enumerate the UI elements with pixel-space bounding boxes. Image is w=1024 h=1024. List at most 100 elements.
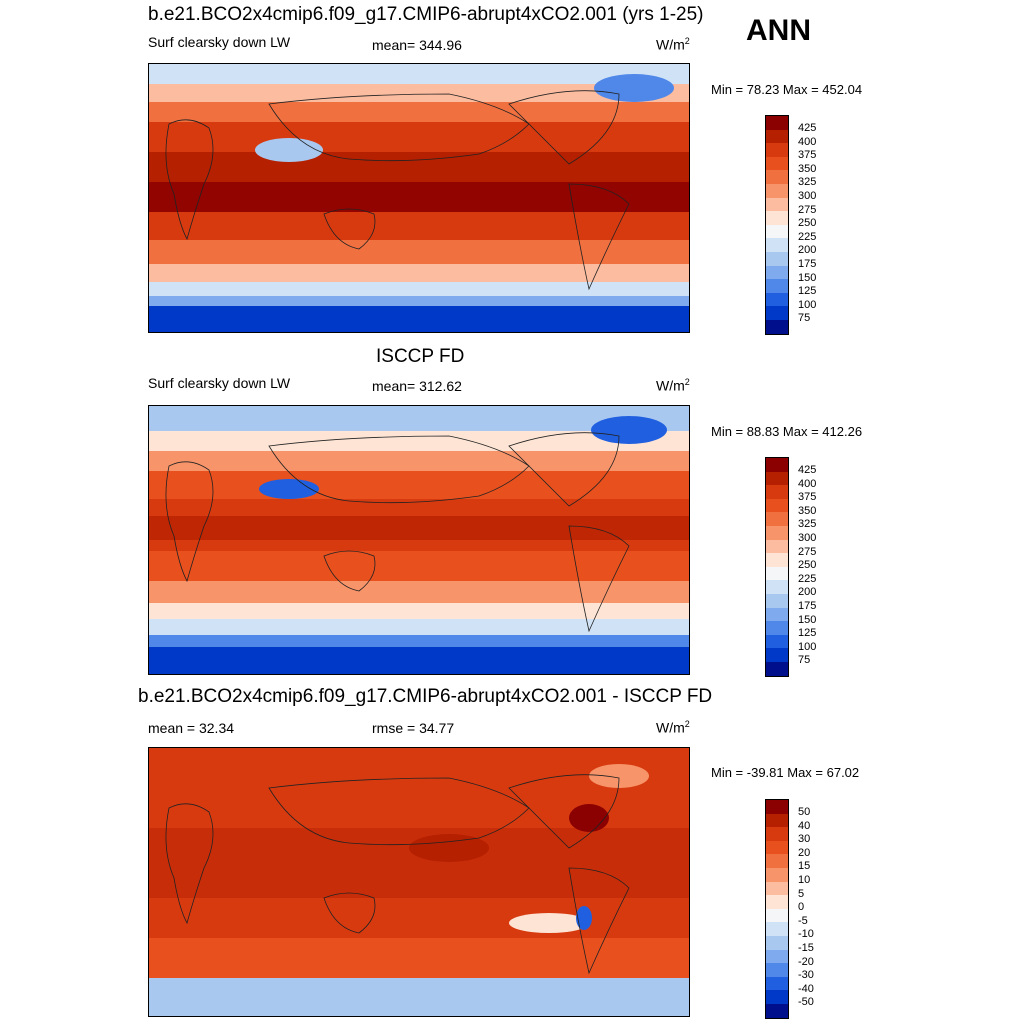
colorbar-swatch [766,908,788,923]
colorbar-tick-label: 150 [798,613,817,626]
colorbar-tick-label: 20 [798,846,811,859]
colorbar-swatch [766,854,788,868]
colorbar-tick-label: 400 [798,477,817,490]
colorbar-swatch [766,498,788,513]
colorbar-swatch [766,224,788,239]
panel3-unit: W/m2 [656,719,690,736]
colorbar-tick-label: 275 [798,203,817,216]
colorbar-swatch [766,990,788,1004]
panel1-mean: mean= 344.96 [372,37,462,53]
panel3-minmax: Min = -39.81 Max = 67.02 [711,765,860,780]
colorbar-swatch [766,539,788,554]
colorbar-tick-label: -15 [798,941,814,954]
colorbar-swatch [766,211,788,225]
colorbar-tick-label: 30 [798,833,811,846]
colorbar-tick-label: 350 [798,504,817,517]
colorbar-swatch [766,238,788,252]
colorbar-swatch [766,895,788,909]
panel2-colorbar [765,457,789,677]
colorbar-tick-label: 200 [798,586,817,599]
colorbar-tick-label: 300 [798,189,817,202]
colorbar-tick-label: 150 [798,271,817,284]
colorbar-tick-label: 10 [798,873,811,886]
colorbar-tick-label: 425 [798,464,817,476]
colorbar-swatch [766,949,788,964]
panel1-minmax: Min = 78.23 Max = 452.04 [711,82,863,97]
colorbar-tick-label: 5 [798,887,805,900]
panel3-title: b.e21.BCO2x4cmip6.f09_g17.CMIP6-abrupt4x… [138,686,713,707]
colorbar-swatch [766,279,788,293]
panel2-colorbar-labels: 425 400 375 350 325 300 275 250 225 200 175 150 125 1… [798,464,816,668]
colorbar-tick-label: 125 [798,285,817,298]
colorbar-swatch [766,553,788,567]
colorbar-swatch [766,840,788,855]
colorbar-tick-label: -5 [798,914,808,927]
colorbar-tick-label: 175 [798,257,817,270]
colorbar-swatch [766,525,788,540]
panel1-variable: Surf clearsky down LW [148,34,291,50]
colorbar-swatch [766,1003,788,1018]
colorbar-tick-label: -40 [798,982,814,995]
colorbar-swatch [766,800,788,814]
colorbar-swatch [766,458,788,472]
colorbar-swatch [766,593,788,608]
colorbar-swatch [766,813,788,828]
colorbar-tick-label: 75 [798,312,811,325]
colorbar-tick-label: 75 [798,654,811,667]
colorbar-swatch [766,881,788,896]
panel1-unit: W/m2 [656,36,690,53]
panel2-title: ISCCP FD [376,346,465,367]
colorbar-swatch [766,648,788,662]
panel2-mean: mean= 312.62 [372,378,462,394]
colorbar-swatch [766,661,788,676]
colorbar-tick-label: 225 [798,230,817,243]
colorbar-tick-label: 225 [798,572,817,585]
panel1-map [148,63,690,333]
colorbar-swatch [766,963,788,977]
panel1-colorbar-labels: 425 400 375 350 325 300 275 250 225 200 175 150 125 1… [798,122,816,326]
colorbar-swatch [766,580,788,594]
colorbar-tick-label: 100 [798,298,817,311]
colorbar-tick-label: -50 [798,996,814,1009]
colorbar-tick-label: 400 [798,135,817,148]
colorbar-tick-label: 350 [798,162,817,175]
panel2-minmax: Min = 88.83 Max = 412.26 [711,424,863,439]
colorbar-tick-label: 125 [798,627,817,640]
colorbar-swatch [766,170,788,184]
colorbar-swatch [766,827,788,841]
colorbar-tick-label: 300 [798,531,817,544]
panel3-rmse: rmse = 34.77 [372,720,455,736]
panel3-colorbar-labels: 50 40 30 20 15 10 5 0 -5 -10 -15 -20 -30 -40 -50 [798,806,814,1010]
colorbar-swatch [766,319,788,334]
colorbar-swatch [766,306,788,320]
colorbar-tick-label: 200 [798,244,817,257]
panel1-colorbar [765,115,789,335]
colorbar-swatch [766,471,788,486]
colorbar-tick-label: 0 [798,901,805,914]
panel3-map [148,747,690,1017]
colorbar-swatch [766,634,788,649]
panel1-title: b.e21.BCO2x4cmip6.f09_g17.CMIP6-abrupt4x… [148,4,704,25]
colorbar-tick-label: 175 [798,599,817,612]
colorbar-swatch [766,156,788,171]
colorbar-tick-label: -30 [798,969,814,982]
colorbar-swatch [766,607,788,622]
colorbar-tick-label: 375 [798,491,817,504]
panel2-unit: W/m2 [656,377,690,394]
colorbar-swatch [766,922,788,936]
colorbar-swatch [766,867,788,882]
colorbar-tick-label: 375 [798,149,817,162]
panel3-mean: mean = 32.34 [148,720,235,736]
colorbar-swatch [766,976,788,991]
colorbar-swatch [766,566,788,581]
colorbar-tick-label: 50 [798,806,811,818]
colorbar-swatch [766,251,788,266]
colorbar-swatch [766,292,788,307]
colorbar-swatch [766,512,788,526]
colorbar-tick-label: 100 [798,640,817,653]
colorbar-tick-label: 325 [798,518,817,531]
colorbar-tick-label: 40 [798,819,811,832]
panel2-variable: Surf clearsky down LW [148,375,291,391]
colorbar-tick-label: 15 [798,860,811,873]
colorbar-swatch [766,143,788,157]
